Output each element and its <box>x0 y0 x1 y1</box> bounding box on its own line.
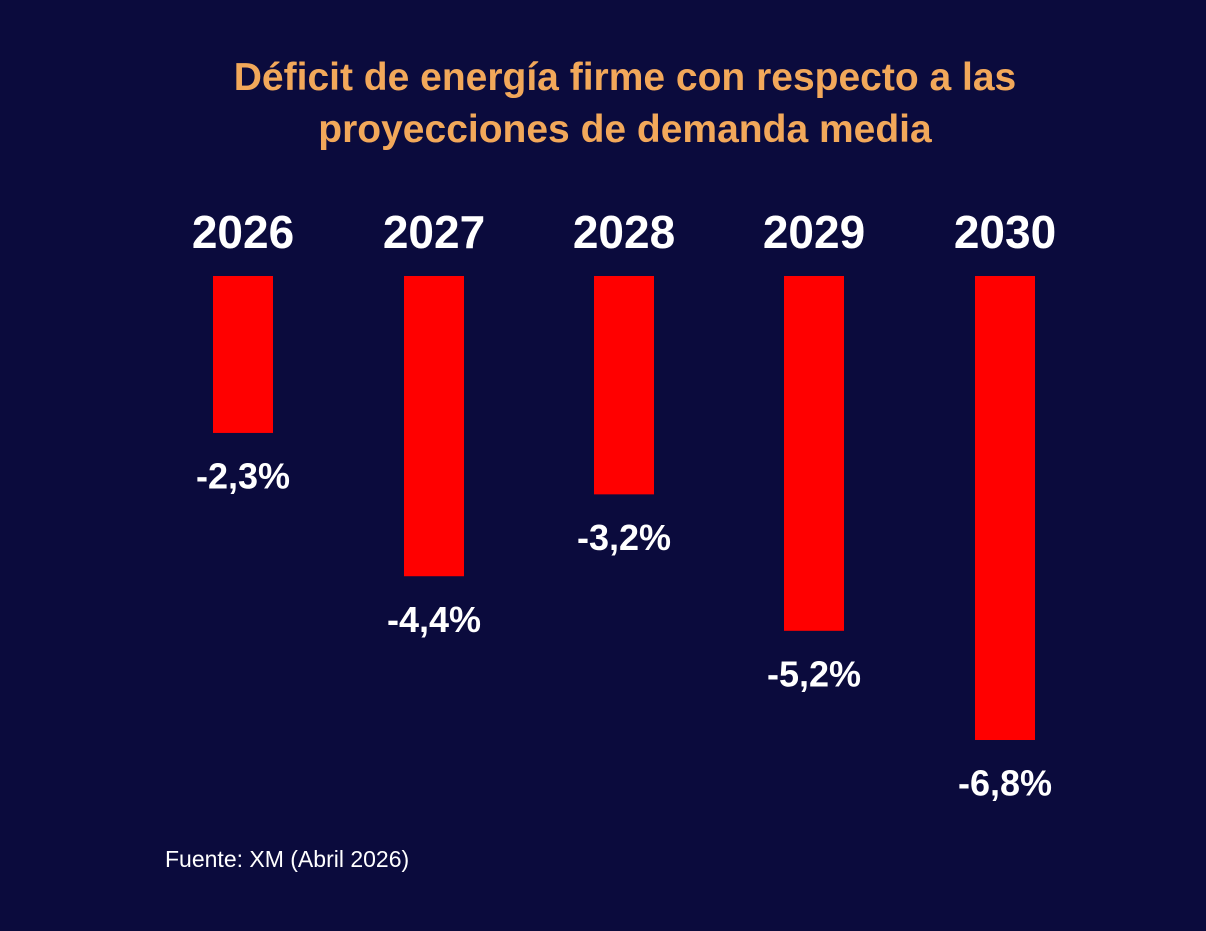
value-label: -6,8% <box>958 763 1052 804</box>
category-label: 2030 <box>954 206 1056 258</box>
bar <box>594 276 654 495</box>
chart-title: Déficit de energía firme con respecto a … <box>233 56 1017 151</box>
source-note: Fuente: XM (Abril 2026) <box>165 846 409 872</box>
bar <box>975 276 1035 740</box>
value-label: -4,4% <box>387 599 481 640</box>
value-label: -5,2% <box>767 653 861 694</box>
category-label: 2029 <box>763 206 865 258</box>
category-label: 2026 <box>192 206 294 258</box>
value-label: -2,3% <box>196 455 290 496</box>
value-label: -3,2% <box>577 517 671 558</box>
category-label: 2027 <box>383 206 485 258</box>
category-label: 2028 <box>573 206 675 258</box>
bar <box>784 276 844 631</box>
bar <box>213 276 273 433</box>
bar <box>404 276 464 577</box>
